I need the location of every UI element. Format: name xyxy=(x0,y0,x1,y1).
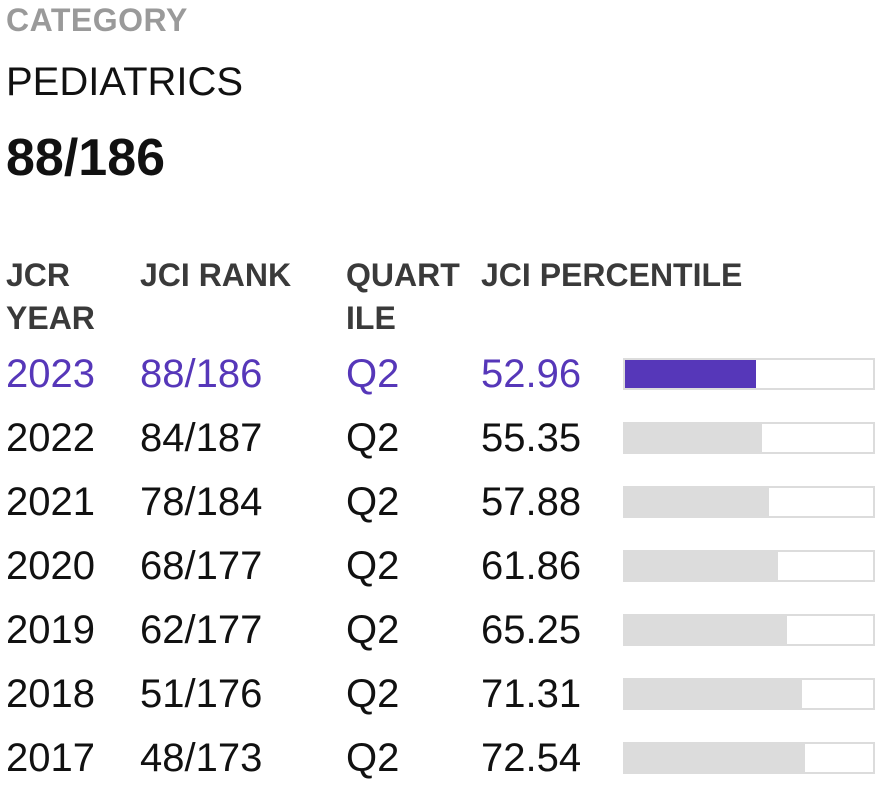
row-year: 2022 xyxy=(6,416,95,460)
row-percentile: 52.96 xyxy=(481,352,582,396)
percentile-bar-fill xyxy=(625,488,769,516)
row-year: 2023 xyxy=(6,352,95,396)
row-rank: 68/177 xyxy=(140,544,263,588)
row-quartile: Q2 xyxy=(346,608,400,652)
row-quartile: Q2 xyxy=(346,544,400,588)
percentile-bar-fill xyxy=(625,360,757,388)
row-year: 2018 xyxy=(6,672,95,716)
header-year-line2: YEAR xyxy=(6,300,95,336)
row-percentile: 71.31 xyxy=(481,672,582,716)
percentile-bar xyxy=(623,550,875,582)
percentile-bar xyxy=(623,614,875,646)
row-rank: 78/184 xyxy=(140,480,263,524)
percentile-bar-fill xyxy=(625,680,802,708)
percentile-bar-fill xyxy=(625,552,779,580)
row-rank: 48/173 xyxy=(140,736,263,780)
ranking-table: 2023 88/186 Q2 52.96 2022 84/187 Q2 55.3… xyxy=(0,342,884,790)
category-name: PEDIATRICS xyxy=(6,60,244,104)
percentile-bar-fill xyxy=(625,616,787,644)
table-row: 2018 51/176 Q2 71.31 xyxy=(0,662,884,726)
category-rank: 88/186 xyxy=(6,129,166,187)
row-quartile: Q2 xyxy=(346,352,400,396)
row-rank: 84/187 xyxy=(140,416,263,460)
row-year: 2021 xyxy=(6,480,95,524)
row-quartile: Q2 xyxy=(346,672,400,716)
row-rank: 62/177 xyxy=(140,608,263,652)
row-quartile: Q2 xyxy=(346,480,400,524)
header-year-line1: JCR xyxy=(6,257,71,293)
row-percentile: 57.88 xyxy=(481,480,582,524)
table-row: 2023 88/186 Q2 52.96 xyxy=(0,342,884,406)
table-row: 2017 48/173 Q2 72.54 xyxy=(0,726,884,790)
percentile-bar-fill xyxy=(625,424,763,452)
table-row: 2021 78/184 Q2 57.88 xyxy=(0,470,884,534)
table-row: 2019 62/177 Q2 65.25 xyxy=(0,598,884,662)
row-year: 2019 xyxy=(6,608,95,652)
header-jci-percentile: JCI PERCENTILE xyxy=(481,257,743,293)
header-quartile: QUART ILE xyxy=(346,254,466,340)
category-label: CATEGORY xyxy=(6,2,188,38)
percentile-bar-fill xyxy=(625,744,805,772)
percentile-bar xyxy=(623,742,875,774)
row-percentile: 72.54 xyxy=(481,736,582,780)
percentile-bar xyxy=(623,678,875,710)
percentile-bar xyxy=(623,358,875,390)
table-row: 2022 84/187 Q2 55.35 xyxy=(0,406,884,470)
row-percentile: 65.25 xyxy=(481,608,582,652)
row-rank: 51/176 xyxy=(140,672,263,716)
percentile-bar xyxy=(623,422,875,454)
row-percentile: 61.86 xyxy=(481,544,582,588)
row-percentile: 55.35 xyxy=(481,416,582,460)
header-quartile-line1: QUART xyxy=(346,257,460,293)
header-jci-rank: JCI RANK xyxy=(140,257,292,293)
row-rank: 88/186 xyxy=(140,352,263,396)
row-year: 2020 xyxy=(6,544,95,588)
header-quartile-line2: ILE xyxy=(346,300,396,336)
row-quartile: Q2 xyxy=(346,736,400,780)
header-jcr-year: JCR YEAR xyxy=(6,254,116,340)
row-year: 2017 xyxy=(6,736,95,780)
table-row: 2020 68/177 Q2 61.86 xyxy=(0,534,884,598)
percentile-bar xyxy=(623,486,875,518)
row-quartile: Q2 xyxy=(346,416,400,460)
